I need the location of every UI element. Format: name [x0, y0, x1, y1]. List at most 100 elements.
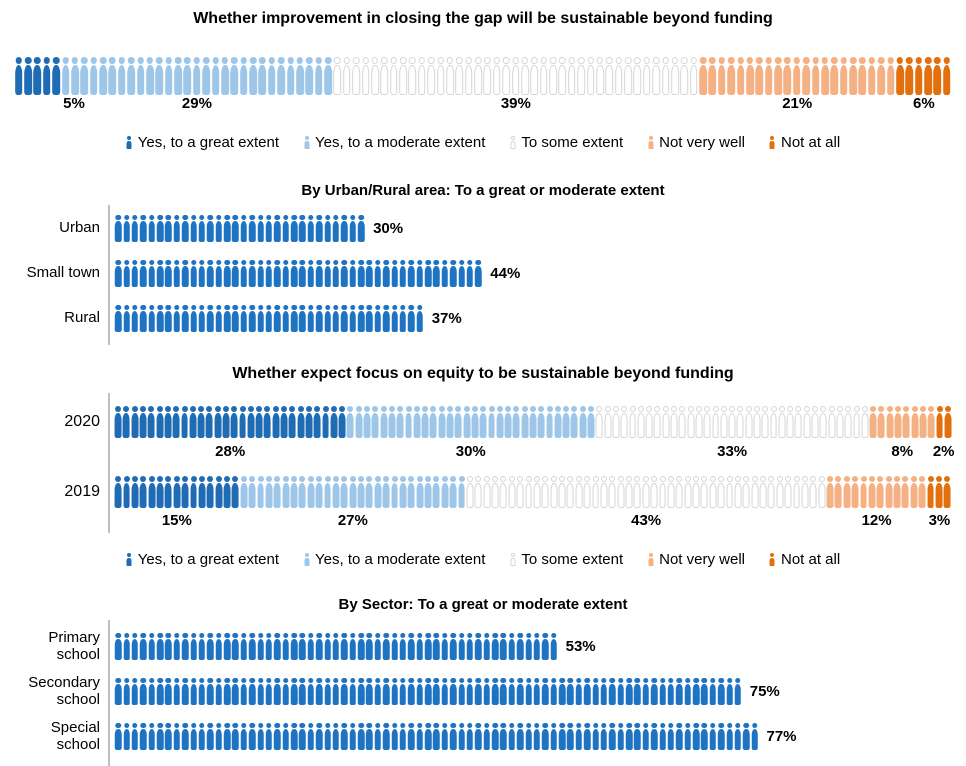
person-icon [566, 476, 574, 508]
person-icon [698, 57, 707, 95]
person-icon [910, 476, 918, 508]
person-icon [851, 476, 859, 508]
person-icon [667, 678, 675, 705]
person-icon [290, 476, 298, 508]
person-icon [608, 723, 616, 750]
person-icon [416, 678, 424, 705]
stacked-segment-labels: 15% 27% 43% 12% 3% [114, 512, 952, 530]
person-icon [215, 633, 223, 660]
person-icon [61, 57, 70, 95]
person-icon [361, 57, 370, 95]
person-icon [122, 633, 130, 660]
person-icon [604, 406, 612, 438]
person-icon [223, 215, 231, 242]
person-icon [282, 633, 290, 660]
person-icon [164, 678, 172, 705]
person-icon [305, 406, 313, 438]
person-icon [223, 476, 231, 508]
person-icon [441, 476, 449, 508]
pictogram-stacked-strip [114, 406, 952, 438]
person-icon [545, 406, 553, 438]
person-icon [206, 260, 214, 287]
person-icon [792, 476, 800, 508]
person-icon [492, 57, 501, 95]
person-icon [215, 678, 223, 705]
person-icon [764, 57, 773, 95]
person-icon [652, 57, 661, 95]
legend-item: Not at all [769, 551, 840, 568]
person-icon [215, 215, 223, 242]
person-icon [365, 633, 373, 660]
person-icon [399, 305, 407, 332]
person-icon [223, 723, 231, 750]
person-icon [424, 476, 432, 508]
person-icon [122, 260, 130, 287]
person-icon [441, 260, 449, 287]
person-icon [667, 723, 675, 750]
person-icon [323, 476, 331, 508]
person-icon [662, 406, 670, 438]
person-icon [248, 678, 256, 705]
segment-percent-label: 39% [500, 95, 531, 112]
person-icon [355, 406, 363, 438]
person-icon [365, 476, 373, 508]
person-icon [288, 406, 296, 438]
person-icon [751, 476, 759, 508]
person-icon [173, 678, 181, 705]
person-icon [198, 215, 206, 242]
person-icon [483, 723, 491, 750]
person-icon [524, 476, 532, 508]
person-icon [653, 406, 661, 438]
person-icon [164, 215, 172, 242]
person-icon [725, 723, 733, 750]
person-icon [533, 723, 541, 750]
person-icon [390, 476, 398, 508]
person-icon [558, 723, 566, 750]
person-icon [156, 215, 164, 242]
chart3-axis-line [108, 393, 110, 533]
person-icon [231, 678, 239, 705]
person-icon [332, 305, 340, 332]
person-icon [926, 476, 934, 508]
pictogram-bar-row: Urban 30% [0, 214, 403, 242]
person-icon [441, 678, 449, 705]
row-category-label: Special school [50, 718, 100, 753]
person-icon [338, 406, 346, 438]
person-icon [333, 57, 342, 95]
person-icon [617, 723, 625, 750]
person-icon [273, 723, 281, 750]
chart3-title: Whether expect focus on equity to be sus… [232, 365, 734, 382]
person-icon [181, 678, 189, 705]
person-icon [416, 305, 424, 332]
person-icon [474, 260, 482, 287]
person-icon [533, 678, 541, 705]
person-icon [499, 723, 507, 750]
person-icon [466, 633, 474, 660]
person-icon [295, 57, 304, 95]
person-icon [769, 136, 776, 149]
person-icon [567, 57, 576, 95]
person-icon [256, 723, 264, 750]
person-icon [323, 215, 331, 242]
person-icon [323, 57, 332, 95]
person-icon [382, 633, 390, 660]
person-icon [323, 260, 331, 287]
person-icon [533, 476, 541, 508]
person-icon [156, 260, 164, 287]
person-icon [558, 57, 567, 95]
bar-percent-label: 37% [431, 309, 462, 327]
person-icon [583, 678, 591, 705]
person-icon [612, 406, 620, 438]
person-icon [742, 476, 750, 508]
person-icon [658, 476, 666, 508]
person-icon [164, 406, 172, 438]
person-icon [315, 260, 323, 287]
person-icon [382, 723, 390, 750]
person-icon [407, 723, 415, 750]
person-icon [894, 406, 902, 438]
person-icon [33, 57, 42, 95]
legend-item-label: Not very well [659, 551, 745, 568]
bar-percent-label: 44% [490, 264, 521, 282]
person-icon [834, 476, 842, 508]
row-year-label: 2020 [64, 412, 100, 430]
